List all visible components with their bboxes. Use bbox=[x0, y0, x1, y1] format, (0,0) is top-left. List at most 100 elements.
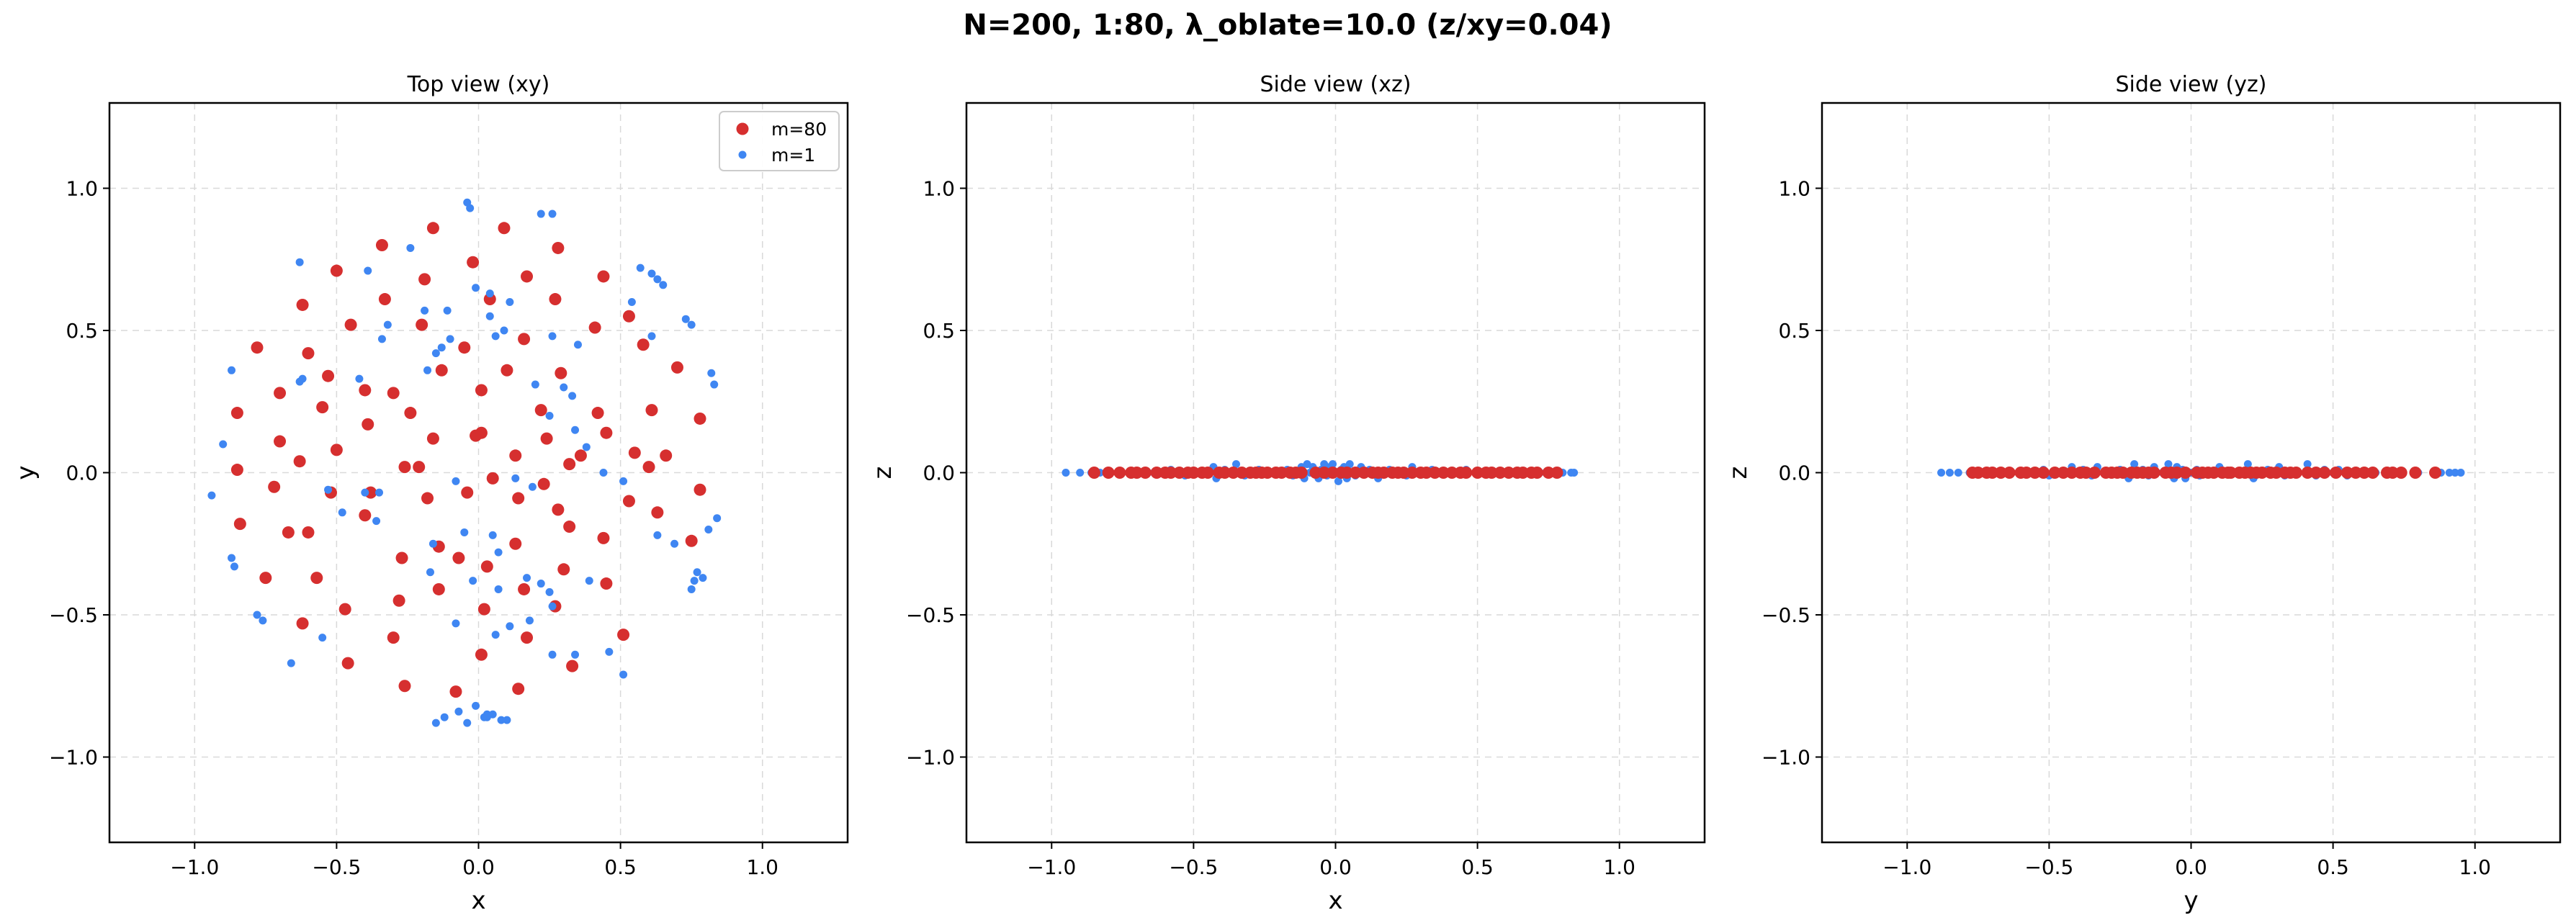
light-point bbox=[428, 539, 437, 548]
y-axis-label: z bbox=[869, 467, 897, 479]
heavy-point bbox=[364, 486, 377, 499]
heavy-point bbox=[338, 603, 351, 616]
heavy-point bbox=[1397, 467, 1410, 479]
light-point bbox=[693, 568, 701, 577]
light-point bbox=[1937, 469, 1946, 477]
light-point bbox=[653, 531, 662, 539]
heavy-point bbox=[1275, 467, 1288, 479]
heavy-point bbox=[467, 256, 480, 269]
light-point bbox=[377, 335, 386, 343]
heavy-point bbox=[1378, 467, 1391, 479]
light-point bbox=[582, 443, 591, 451]
light-point bbox=[1076, 469, 1085, 477]
heavy-point bbox=[1340, 467, 1353, 479]
light-point bbox=[568, 392, 577, 400]
y-tick-label: 0.5 bbox=[923, 319, 955, 343]
heavy-point bbox=[1437, 467, 1450, 479]
heavy-point bbox=[302, 347, 315, 360]
y-tick-label: 0.0 bbox=[1778, 462, 1810, 485]
heavy-point bbox=[2409, 467, 2422, 479]
light-point bbox=[364, 266, 372, 275]
heavy-point bbox=[2003, 467, 2016, 479]
legend-marker bbox=[738, 150, 747, 159]
light-point bbox=[431, 719, 440, 727]
heavy-point bbox=[230, 464, 243, 477]
heavy-point bbox=[660, 449, 673, 462]
light-point bbox=[681, 315, 690, 323]
figure-suptitle: N=200, 1:80, λ_oblate=10.0 (z/xy=0.04) bbox=[963, 9, 1612, 42]
heavy-point bbox=[483, 293, 496, 306]
light-point bbox=[1232, 460, 1241, 469]
heavy-point bbox=[1261, 467, 1274, 479]
light-point bbox=[571, 650, 580, 659]
light-point bbox=[1945, 469, 1954, 477]
heavy-point bbox=[555, 366, 567, 379]
heavy-point bbox=[501, 364, 513, 377]
heavy-point bbox=[475, 648, 488, 661]
light-point bbox=[228, 366, 236, 374]
heavy-point bbox=[268, 480, 281, 493]
heavy-point bbox=[600, 426, 613, 439]
heavy-point bbox=[670, 361, 683, 374]
light-point bbox=[219, 440, 228, 449]
x-tick-label: −0.5 bbox=[2024, 855, 2073, 879]
heavy-point bbox=[1471, 467, 1484, 479]
heavy-point bbox=[1445, 467, 1458, 479]
light-point bbox=[298, 374, 307, 383]
light-point bbox=[230, 562, 238, 571]
legend-entry: m=1 bbox=[771, 145, 815, 166]
heavy-point bbox=[1227, 467, 1240, 479]
light-point bbox=[406, 243, 415, 252]
x-tick-label: 0.0 bbox=[2175, 855, 2207, 879]
light-point bbox=[2303, 460, 2312, 469]
light-point bbox=[2130, 460, 2139, 469]
light-point bbox=[431, 349, 440, 358]
heavy-point bbox=[2341, 467, 2353, 479]
heavy-point bbox=[310, 572, 323, 585]
heavy-point bbox=[1460, 467, 1473, 479]
heavy-point bbox=[2117, 467, 2130, 479]
light-point bbox=[452, 477, 460, 485]
y-tick-label: 0.0 bbox=[66, 462, 98, 485]
panel-title: Top view (xy) bbox=[407, 72, 550, 97]
heavy-point bbox=[597, 531, 610, 544]
heavy-point bbox=[1087, 467, 1100, 479]
light-point bbox=[573, 341, 582, 349]
light-point bbox=[463, 719, 472, 727]
heavy-point bbox=[2310, 467, 2323, 479]
heavy-point bbox=[597, 270, 610, 283]
x-tick-label: 0.5 bbox=[1461, 855, 1494, 879]
light-point bbox=[500, 326, 508, 335]
heavy-point bbox=[512, 683, 525, 695]
heavy-point bbox=[416, 318, 428, 331]
heavy-point bbox=[1295, 467, 1308, 479]
heavy-point bbox=[387, 387, 400, 400]
heavy-point bbox=[486, 472, 499, 485]
heavy-point bbox=[2057, 467, 2070, 479]
light-point bbox=[531, 380, 539, 389]
light-point bbox=[318, 634, 327, 642]
y-tick-label: −1.0 bbox=[906, 746, 955, 770]
panel-title: Side view (yz) bbox=[2116, 72, 2267, 97]
heavy-point bbox=[302, 526, 315, 539]
heavy-point bbox=[2429, 467, 2442, 479]
heavy-point bbox=[2080, 467, 2093, 479]
heavy-point bbox=[1318, 467, 1331, 479]
y-tick-label: 1.0 bbox=[66, 177, 98, 201]
light-point bbox=[1954, 469, 1962, 477]
light-point bbox=[494, 548, 503, 557]
heavy-point bbox=[1164, 467, 1177, 479]
light-point bbox=[2451, 469, 2459, 477]
heavy-point bbox=[375, 239, 388, 251]
light-point bbox=[548, 650, 557, 659]
heavy-point bbox=[477, 603, 490, 616]
light-point bbox=[497, 716, 506, 724]
heavy-point bbox=[566, 659, 579, 672]
light-point bbox=[548, 602, 557, 611]
light-point bbox=[653, 275, 662, 284]
heavy-point bbox=[552, 503, 565, 516]
heavy-point bbox=[1201, 467, 1214, 479]
x-axis-label: y bbox=[2184, 886, 2198, 915]
light-point bbox=[1570, 469, 1579, 477]
panel-side-view-xz: −1.0 −0.5 0.0 0.5 1.0 −1.0 −0.5 0.0 0.5 1.0 Side v… bbox=[869, 72, 1706, 915]
